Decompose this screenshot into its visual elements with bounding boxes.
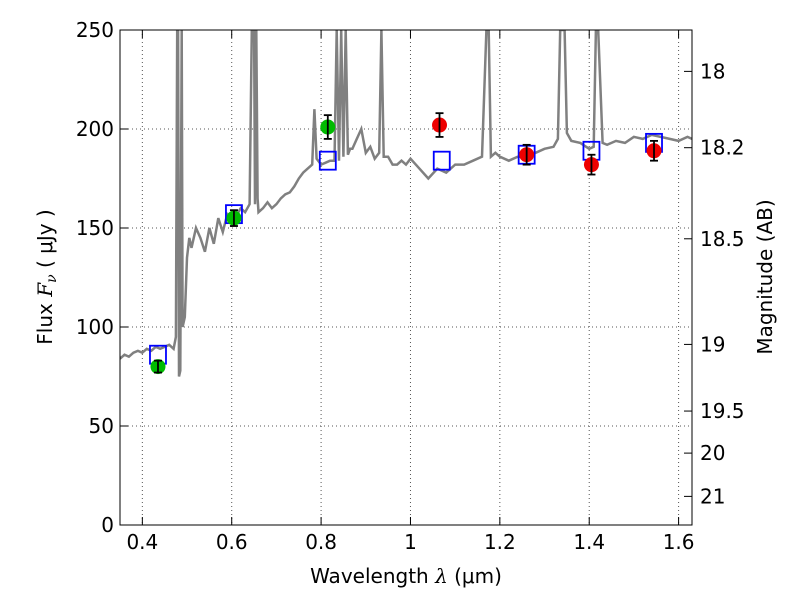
spectrum-line [120, 30, 692, 377]
y-tick-label: 150 [76, 216, 114, 240]
y-tick-label: 250 [76, 18, 114, 42]
right-tick-label: 19.5 [700, 399, 745, 423]
y-tick-label: 200 [76, 117, 114, 141]
right-tick-label: 20 [700, 441, 725, 465]
right-tick-label: 18.2 [700, 136, 745, 160]
observed-points [150, 112, 662, 375]
y-tick-label: 0 [101, 513, 114, 537]
plot-frame [119, 29, 693, 526]
model-box [318, 150, 337, 171]
y-tick-label: 50 [89, 414, 114, 438]
right-axis-label: Magnitude (AB) [753, 199, 777, 354]
x-tick-label: 0.8 [305, 530, 337, 554]
y-tick-label: 100 [76, 315, 114, 339]
right-tick-label: 18.5 [700, 227, 745, 251]
right-tick-label: 18 [700, 59, 725, 83]
grid [120, 30, 692, 525]
model-box [432, 150, 451, 171]
x-tick-label: 0.4 [126, 530, 158, 554]
right-tick-label: 21 [700, 484, 725, 508]
right-tick-label: 19 [700, 332, 725, 356]
x-tick-label: 1.6 [663, 530, 695, 554]
y-axis-label: Flux Fν ( μJy ) [33, 209, 60, 344]
x-tick-label: 1.4 [573, 530, 605, 554]
x-tick-label: 1.2 [484, 530, 516, 554]
ticks: 0.4 0.6 0.8 1 1.2 1.4 1.6 0 50 100 150 200 250 18 18.2… [76, 18, 745, 554]
x-tick-label: 1 [404, 530, 417, 554]
x-axis-label: Wavelength λ (μm) [310, 564, 502, 588]
x-tick-label: 0.6 [216, 530, 248, 554]
